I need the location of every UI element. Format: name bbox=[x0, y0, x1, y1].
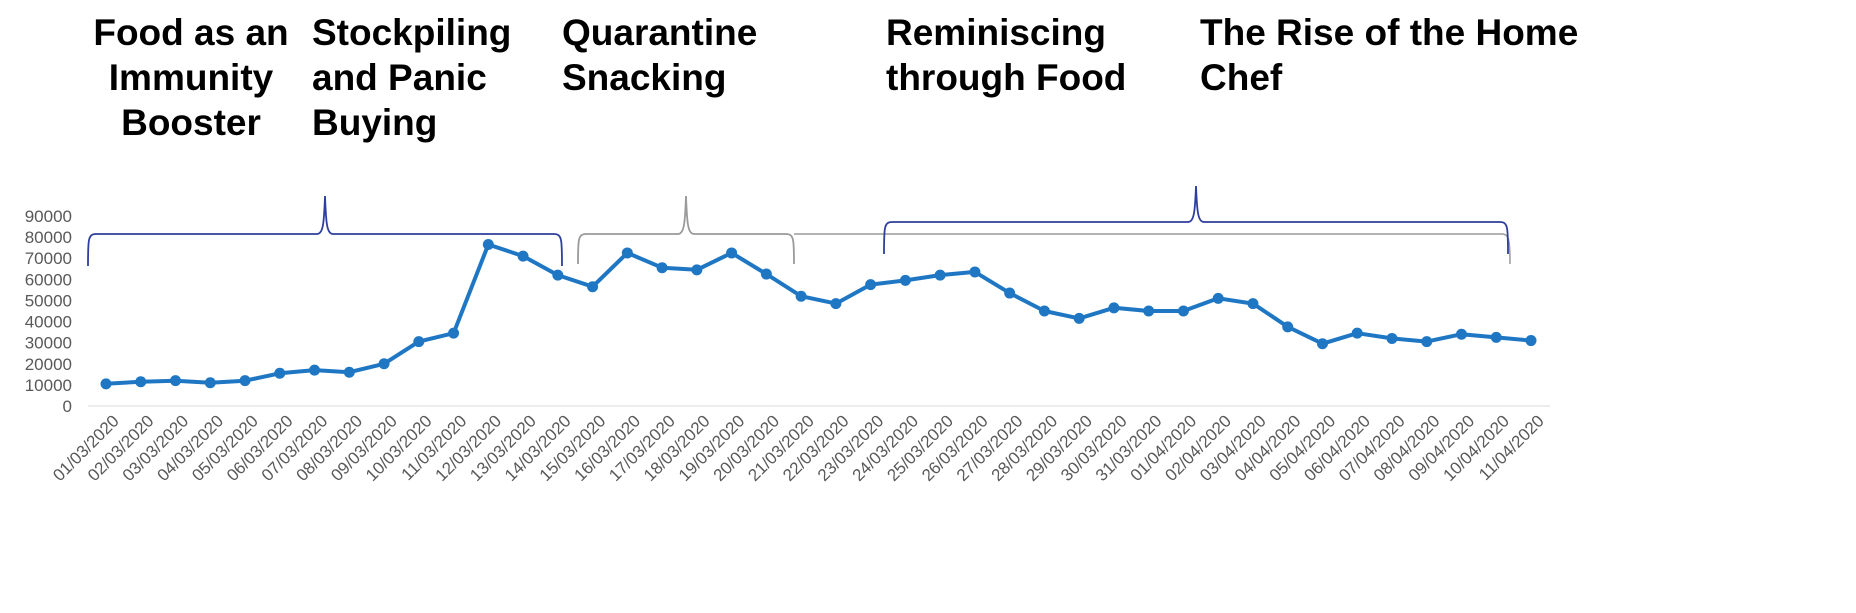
data-point bbox=[1351, 327, 1363, 339]
data-point bbox=[969, 266, 981, 278]
theme-line: through Food bbox=[886, 57, 1127, 98]
data-point bbox=[517, 250, 529, 262]
plot-area bbox=[100, 239, 1537, 390]
y-tick-label: 60000 bbox=[25, 270, 72, 289]
data-point bbox=[656, 262, 668, 274]
series-line bbox=[105, 242, 1532, 386]
theme-line: Food as an bbox=[93, 12, 289, 53]
data-point bbox=[1525, 335, 1537, 347]
y-tick-label: 40000 bbox=[25, 313, 72, 332]
data-point bbox=[865, 279, 877, 291]
data-point bbox=[135, 376, 147, 388]
data-point bbox=[343, 366, 355, 378]
data-point bbox=[830, 298, 842, 310]
y-tick-label: 30000 bbox=[25, 334, 72, 353]
data-point bbox=[795, 290, 807, 302]
data-point bbox=[1004, 287, 1016, 299]
data-point bbox=[621, 247, 633, 259]
data-point bbox=[934, 269, 946, 281]
theme-label-quarantine-snacking: Quarantine Snacking bbox=[562, 10, 757, 100]
y-axis: 0 10000 20000 30000 40000 50000 60000 70000 8000… bbox=[25, 207, 72, 416]
bracket-quarantine-snacking-right bbox=[794, 233, 1511, 265]
theme-label-reminiscing: Reminiscing through Food bbox=[886, 10, 1126, 100]
y-tick-label: 80000 bbox=[25, 228, 72, 247]
data-point bbox=[239, 375, 251, 387]
data-point bbox=[691, 264, 703, 276]
data-point bbox=[899, 274, 911, 286]
data-point bbox=[170, 375, 182, 387]
data-point bbox=[1177, 305, 1189, 317]
data-point bbox=[760, 268, 772, 280]
data-point bbox=[274, 367, 286, 379]
data-point bbox=[1282, 321, 1294, 333]
theme-line: Snacking bbox=[562, 57, 727, 98]
y-tick-label: 50000 bbox=[25, 291, 72, 310]
data-point bbox=[1038, 305, 1050, 317]
theme-line: Chef bbox=[1200, 57, 1283, 98]
data-point bbox=[552, 269, 564, 281]
y-tick-label: 20000 bbox=[25, 355, 72, 374]
data-point bbox=[1143, 305, 1155, 317]
data-point bbox=[1421, 336, 1433, 348]
data-point bbox=[204, 377, 216, 389]
data-point bbox=[587, 281, 599, 293]
data-point bbox=[1455, 328, 1467, 340]
y-tick-label: 90000 bbox=[25, 207, 72, 226]
bracket-quarantine-snacking-left bbox=[577, 195, 795, 265]
data-point bbox=[413, 336, 425, 348]
theme-line: Reminiscing bbox=[886, 12, 1106, 53]
theme-line: and Panic bbox=[312, 57, 487, 98]
y-tick-label: 10000 bbox=[25, 376, 72, 395]
data-point bbox=[726, 247, 738, 259]
data-point bbox=[448, 327, 460, 339]
data-point bbox=[482, 239, 494, 250]
theme-line: The Rise of the Home bbox=[1200, 12, 1579, 53]
data-point bbox=[1108, 302, 1120, 314]
x-axis: 01/03/202002/03/202003/03/202004/03/2020… bbox=[49, 405, 1550, 485]
theme-line: Stockpiling bbox=[312, 12, 512, 53]
theme-line: Immunity bbox=[108, 57, 274, 98]
bracket-immunity-stockpiling bbox=[87, 195, 563, 267]
bracket-reminiscing-home-chef bbox=[883, 185, 1509, 255]
y-tick-label: 70000 bbox=[25, 249, 72, 268]
theme-brackets bbox=[87, 185, 1511, 267]
data-point bbox=[1212, 292, 1224, 304]
y-tick-label: 0 bbox=[63, 397, 72, 416]
data-point bbox=[1316, 338, 1328, 350]
data-point bbox=[1490, 331, 1502, 343]
data-point bbox=[309, 364, 321, 376]
theme-label-stockpiling: Stockpiling and Panic Buying bbox=[312, 10, 511, 145]
theme-label-immunity: Food as an Immunity Booster bbox=[88, 10, 294, 145]
data-point bbox=[1073, 312, 1085, 324]
data-point bbox=[1386, 332, 1398, 344]
theme-line: Booster bbox=[121, 102, 261, 143]
data-point bbox=[100, 378, 112, 390]
theme-line: Quarantine bbox=[562, 12, 758, 53]
theme-label-home-chef: The Rise of the Home Chef bbox=[1200, 10, 1578, 100]
data-point bbox=[378, 358, 390, 370]
data-point bbox=[1247, 298, 1259, 310]
theme-line: Buying bbox=[312, 102, 438, 143]
